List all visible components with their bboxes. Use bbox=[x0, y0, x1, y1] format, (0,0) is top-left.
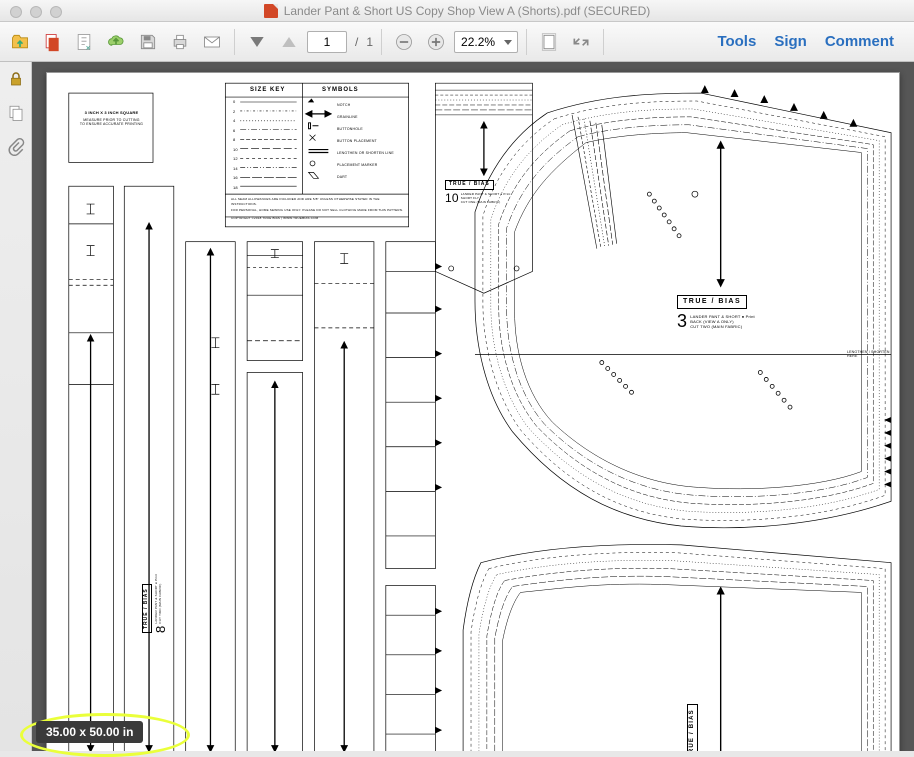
separator bbox=[526, 29, 527, 55]
email-icon[interactable] bbox=[198, 28, 226, 56]
page-current-input[interactable] bbox=[307, 31, 347, 53]
symbol-labels: NOTCH GRAINLINE BUTTONHOLE BUTTON PLACEM… bbox=[337, 99, 394, 183]
page-total: 1 bbox=[366, 35, 373, 49]
piece-8-label: TRUE / BIAS 8 LANDER PANT & SHORT ● Prin… bbox=[142, 513, 168, 633]
window-title: Lander Pant & Short US Copy Shop View A … bbox=[284, 4, 651, 18]
page-separator: / bbox=[355, 35, 358, 49]
piece-3-label: TRUE / BIAS 3 LANDER PANT & SHORT ● Prin… bbox=[677, 295, 817, 331]
zoom-out-icon[interactable] bbox=[390, 28, 418, 56]
lock-icon[interactable] bbox=[7, 70, 25, 88]
close-dot[interactable] bbox=[10, 6, 22, 18]
legend-fineprint: ALL SEAM ALLOWANCES ARE INCLUDED AND ARE… bbox=[231, 197, 406, 220]
read-mode-icon[interactable] bbox=[567, 28, 595, 56]
pattern-line-art bbox=[47, 73, 899, 751]
legend-symbols-title: SYMBOLS bbox=[322, 87, 359, 94]
share-cloud-icon[interactable] bbox=[102, 28, 130, 56]
zoom-in-icon[interactable] bbox=[422, 28, 450, 56]
toolbar-links: Tools Sign Comment bbox=[717, 33, 908, 50]
fit-page-icon[interactable] bbox=[535, 28, 563, 56]
pdf-page: 3 INCH X 3 INCH SQUARE MEASURE PRIOR TO … bbox=[46, 72, 900, 751]
page-prev-icon[interactable] bbox=[243, 28, 271, 56]
window-controls bbox=[10, 6, 62, 18]
left-rail bbox=[0, 62, 32, 751]
export-pdf-icon[interactable] bbox=[70, 28, 98, 56]
sign-link[interactable]: Sign bbox=[774, 33, 807, 50]
page-dimensions-chip: 35.00 x 50.00 in bbox=[36, 721, 143, 743]
tools-link[interactable]: Tools bbox=[717, 33, 756, 50]
page-next-icon[interactable] bbox=[275, 28, 303, 56]
attachment-icon[interactable] bbox=[7, 138, 25, 156]
toolbar: / 1 22.2% Tools Sign Comment bbox=[0, 22, 914, 62]
zoom-dropdown[interactable]: 22.2% bbox=[454, 31, 518, 53]
print-icon[interactable] bbox=[166, 28, 194, 56]
document-viewport[interactable]: 3 INCH X 3 INCH SQUARE MEASURE PRIOR TO … bbox=[32, 62, 914, 751]
titlebar: Lander Pant & Short US Copy Shop View A … bbox=[0, 0, 914, 22]
comment-link[interactable]: Comment bbox=[825, 33, 894, 50]
separator bbox=[381, 29, 382, 55]
separator bbox=[234, 29, 235, 55]
piece-3-sidenote: LENGTHEN / SHORTEN HERE bbox=[847, 351, 899, 359]
piece-10-label: TRUE / BIAS 10 LANDER PANT & SHORT ● Pri… bbox=[445, 180, 535, 205]
thumbnails-icon[interactable] bbox=[7, 104, 25, 122]
minimize-dot[interactable] bbox=[30, 6, 42, 18]
size-key-values: 024 6810 121416 18 bbox=[233, 97, 238, 192]
open-from-cloud-icon[interactable] bbox=[6, 28, 34, 56]
page-dimensions-value: 35.00 x 50.00 in bbox=[46, 725, 133, 739]
pdf-file-icon bbox=[264, 4, 278, 18]
create-pdf-icon[interactable] bbox=[38, 28, 66, 56]
piece-4-label: TRUE / BIAS 4 bbox=[687, 663, 717, 751]
zoom-value: 22.2% bbox=[461, 35, 495, 49]
legend-size-title: SIZE KEY bbox=[250, 87, 285, 94]
zoom-dot[interactable] bbox=[50, 6, 62, 18]
save-icon[interactable] bbox=[134, 28, 162, 56]
calibration-box-text: 3 INCH X 3 INCH SQUARE MEASURE PRIOR TO … bbox=[74, 111, 149, 127]
separator bbox=[603, 29, 604, 55]
